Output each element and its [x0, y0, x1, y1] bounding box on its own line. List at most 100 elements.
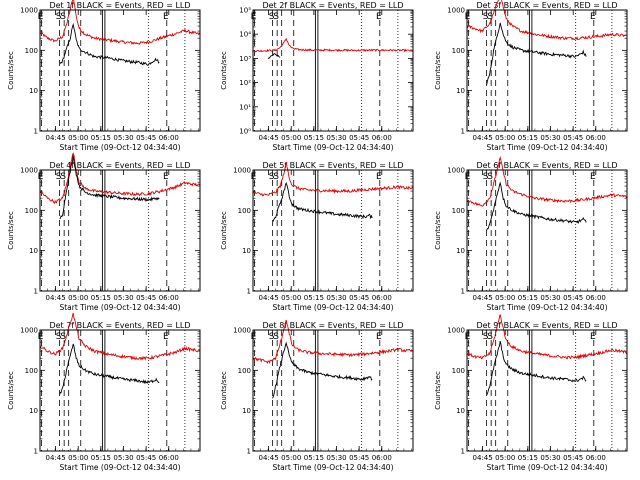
marker-label: S	[487, 172, 493, 182]
plot-frame	[466, 9, 628, 132]
solid-boundary-line	[528, 9, 533, 132]
x-tick-label: 05:45	[136, 134, 156, 142]
marker-label: E	[590, 12, 596, 22]
y-tick-label: 10⁴	[239, 31, 251, 39]
marker-label: S	[56, 172, 62, 182]
marker-label: S	[273, 332, 279, 342]
y-tick-label: 1000	[20, 327, 38, 335]
x-tick-label: 04:45	[45, 454, 65, 462]
x-tick-label: 05:15	[91, 454, 111, 462]
y-tick-label: 100	[452, 207, 465, 215]
plot-frame	[39, 329, 201, 452]
x-tick-label: 05:30	[326, 454, 346, 462]
series-lld	[466, 314, 628, 360]
y-tick-label: 1000	[447, 7, 465, 15]
panel-title: Det 3f BLACK = Events, RED = LLD	[476, 1, 617, 10]
series-lld	[39, 152, 201, 205]
y-tick-label: 1	[34, 448, 38, 456]
y-tick-label: 10²	[239, 79, 251, 87]
solid-boundary-line	[528, 169, 533, 292]
marker-label: E	[465, 172, 471, 182]
x-tick-label: 06:00	[372, 454, 392, 462]
y-axis-label: Counts/sec	[434, 51, 442, 90]
marker-label: S	[269, 332, 275, 342]
panel-det-4f: Det 4f BLACK = Events, RED = LLD Counts/s…	[7, 152, 201, 312]
series-events	[272, 341, 373, 399]
x-tick-label: 05:30	[540, 134, 560, 142]
x-axis-label: Start Time (09-Oct-12 04:34:40)	[59, 303, 180, 312]
series-lld	[252, 319, 414, 364]
marker-label: E	[590, 172, 596, 182]
y-tick-label: 10	[29, 247, 38, 255]
series-events	[486, 340, 587, 396]
series-lld	[253, 37, 414, 53]
plot-frame	[466, 329, 628, 452]
y-tick-label: 10	[29, 87, 38, 95]
series-lld	[39, 0, 201, 45]
plot-frame	[252, 329, 414, 452]
marker-label: E	[163, 172, 169, 182]
plot-frame	[39, 9, 201, 132]
x-tick-label: 05:30	[113, 294, 133, 302]
panel-title: Det 5f BLACK = Events, RED = LLD	[262, 161, 403, 170]
panel-title: Det 2f BLACK = Events, RED = LLD	[262, 1, 403, 10]
panel-det-1f: Det 1f BLACK = Events, RED = LLD Counts/s…	[7, 0, 201, 152]
y-tick-label: 1000	[447, 167, 465, 175]
x-axis-label: Start Time (09-Oct-12 04:34:40)	[486, 143, 607, 152]
marker-label: S	[56, 12, 62, 22]
y-tick-label: 1	[34, 128, 38, 136]
marker-label: S	[483, 332, 489, 342]
x-tick-label: 05:45	[563, 134, 583, 142]
y-axis-label: Counts/sec	[434, 211, 442, 250]
x-tick-label: 05:45	[136, 454, 156, 462]
solid-boundary-line	[528, 329, 533, 452]
x-tick-label: 04:45	[472, 294, 492, 302]
x-tick-label: 05:00	[495, 134, 515, 142]
y-tick-label: 100	[25, 47, 38, 55]
x-tick-label: 05:45	[349, 134, 369, 142]
panel-title: Det 4f BLACK = Events, RED = LLD	[49, 161, 190, 170]
x-tick-label: 05:15	[518, 454, 538, 462]
x-tick-label: 05:00	[495, 454, 515, 462]
panel-det-3f: Det 3f BLACK = Events, RED = LLD Counts/s…	[434, 0, 628, 152]
plot-frame	[39, 169, 201, 292]
x-tick-label: 05:30	[113, 454, 133, 462]
solid-boundary-line	[314, 169, 319, 292]
x-tick-label: 05:15	[91, 134, 111, 142]
x-axis-label: Start Time (09-Oct-12 04:34:40)	[272, 143, 393, 152]
series-events	[59, 343, 160, 395]
series-events	[272, 181, 373, 223]
x-tick-label: 05:15	[518, 134, 538, 142]
y-tick-label: 10⁰	[239, 128, 251, 136]
series-lld	[466, 156, 628, 207]
x-tick-label: 05:45	[349, 454, 369, 462]
marker-label: E	[376, 332, 382, 342]
y-tick-label: 100	[25, 207, 38, 215]
x-tick-label: 04:45	[472, 134, 492, 142]
solid-boundary-line	[101, 329, 106, 452]
series-events	[59, 22, 160, 66]
x-tick-label: 05:00	[281, 294, 301, 302]
panel-det-9f: Det 9f BLACK = Events, RED = LLD Counts/s…	[434, 314, 628, 472]
x-tick-label: 05:45	[563, 294, 583, 302]
y-axis-label: Counts/sec	[220, 371, 228, 410]
marker-label: E	[465, 12, 471, 22]
x-tick-label: 05:30	[326, 134, 346, 142]
y-tick-label: 1	[34, 288, 38, 296]
panel-det-6f: Det 6f BLACK = Events, RED = LLD Counts/s…	[434, 156, 628, 312]
x-tick-label: 05:45	[349, 294, 369, 302]
x-tick-label: 06:00	[159, 294, 179, 302]
solid-boundary-line	[314, 9, 319, 132]
y-axis-label: Counts/sec	[7, 371, 15, 410]
y-axis-label: Counts/sec	[220, 211, 228, 250]
y-tick-label: 1000	[20, 167, 38, 175]
y-tick-label: 10	[29, 407, 38, 415]
series-events	[486, 181, 587, 231]
panel-det-5f: Det 5f BLACK = Events, RED = LLD Counts/s…	[220, 161, 414, 312]
marker-label: E	[376, 172, 382, 182]
x-tick-label: 06:00	[586, 134, 606, 142]
y-tick-label: 10³	[239, 55, 251, 63]
y-tick-label: 10⁵	[239, 7, 251, 15]
y-tick-label: 1000	[20, 7, 38, 15]
